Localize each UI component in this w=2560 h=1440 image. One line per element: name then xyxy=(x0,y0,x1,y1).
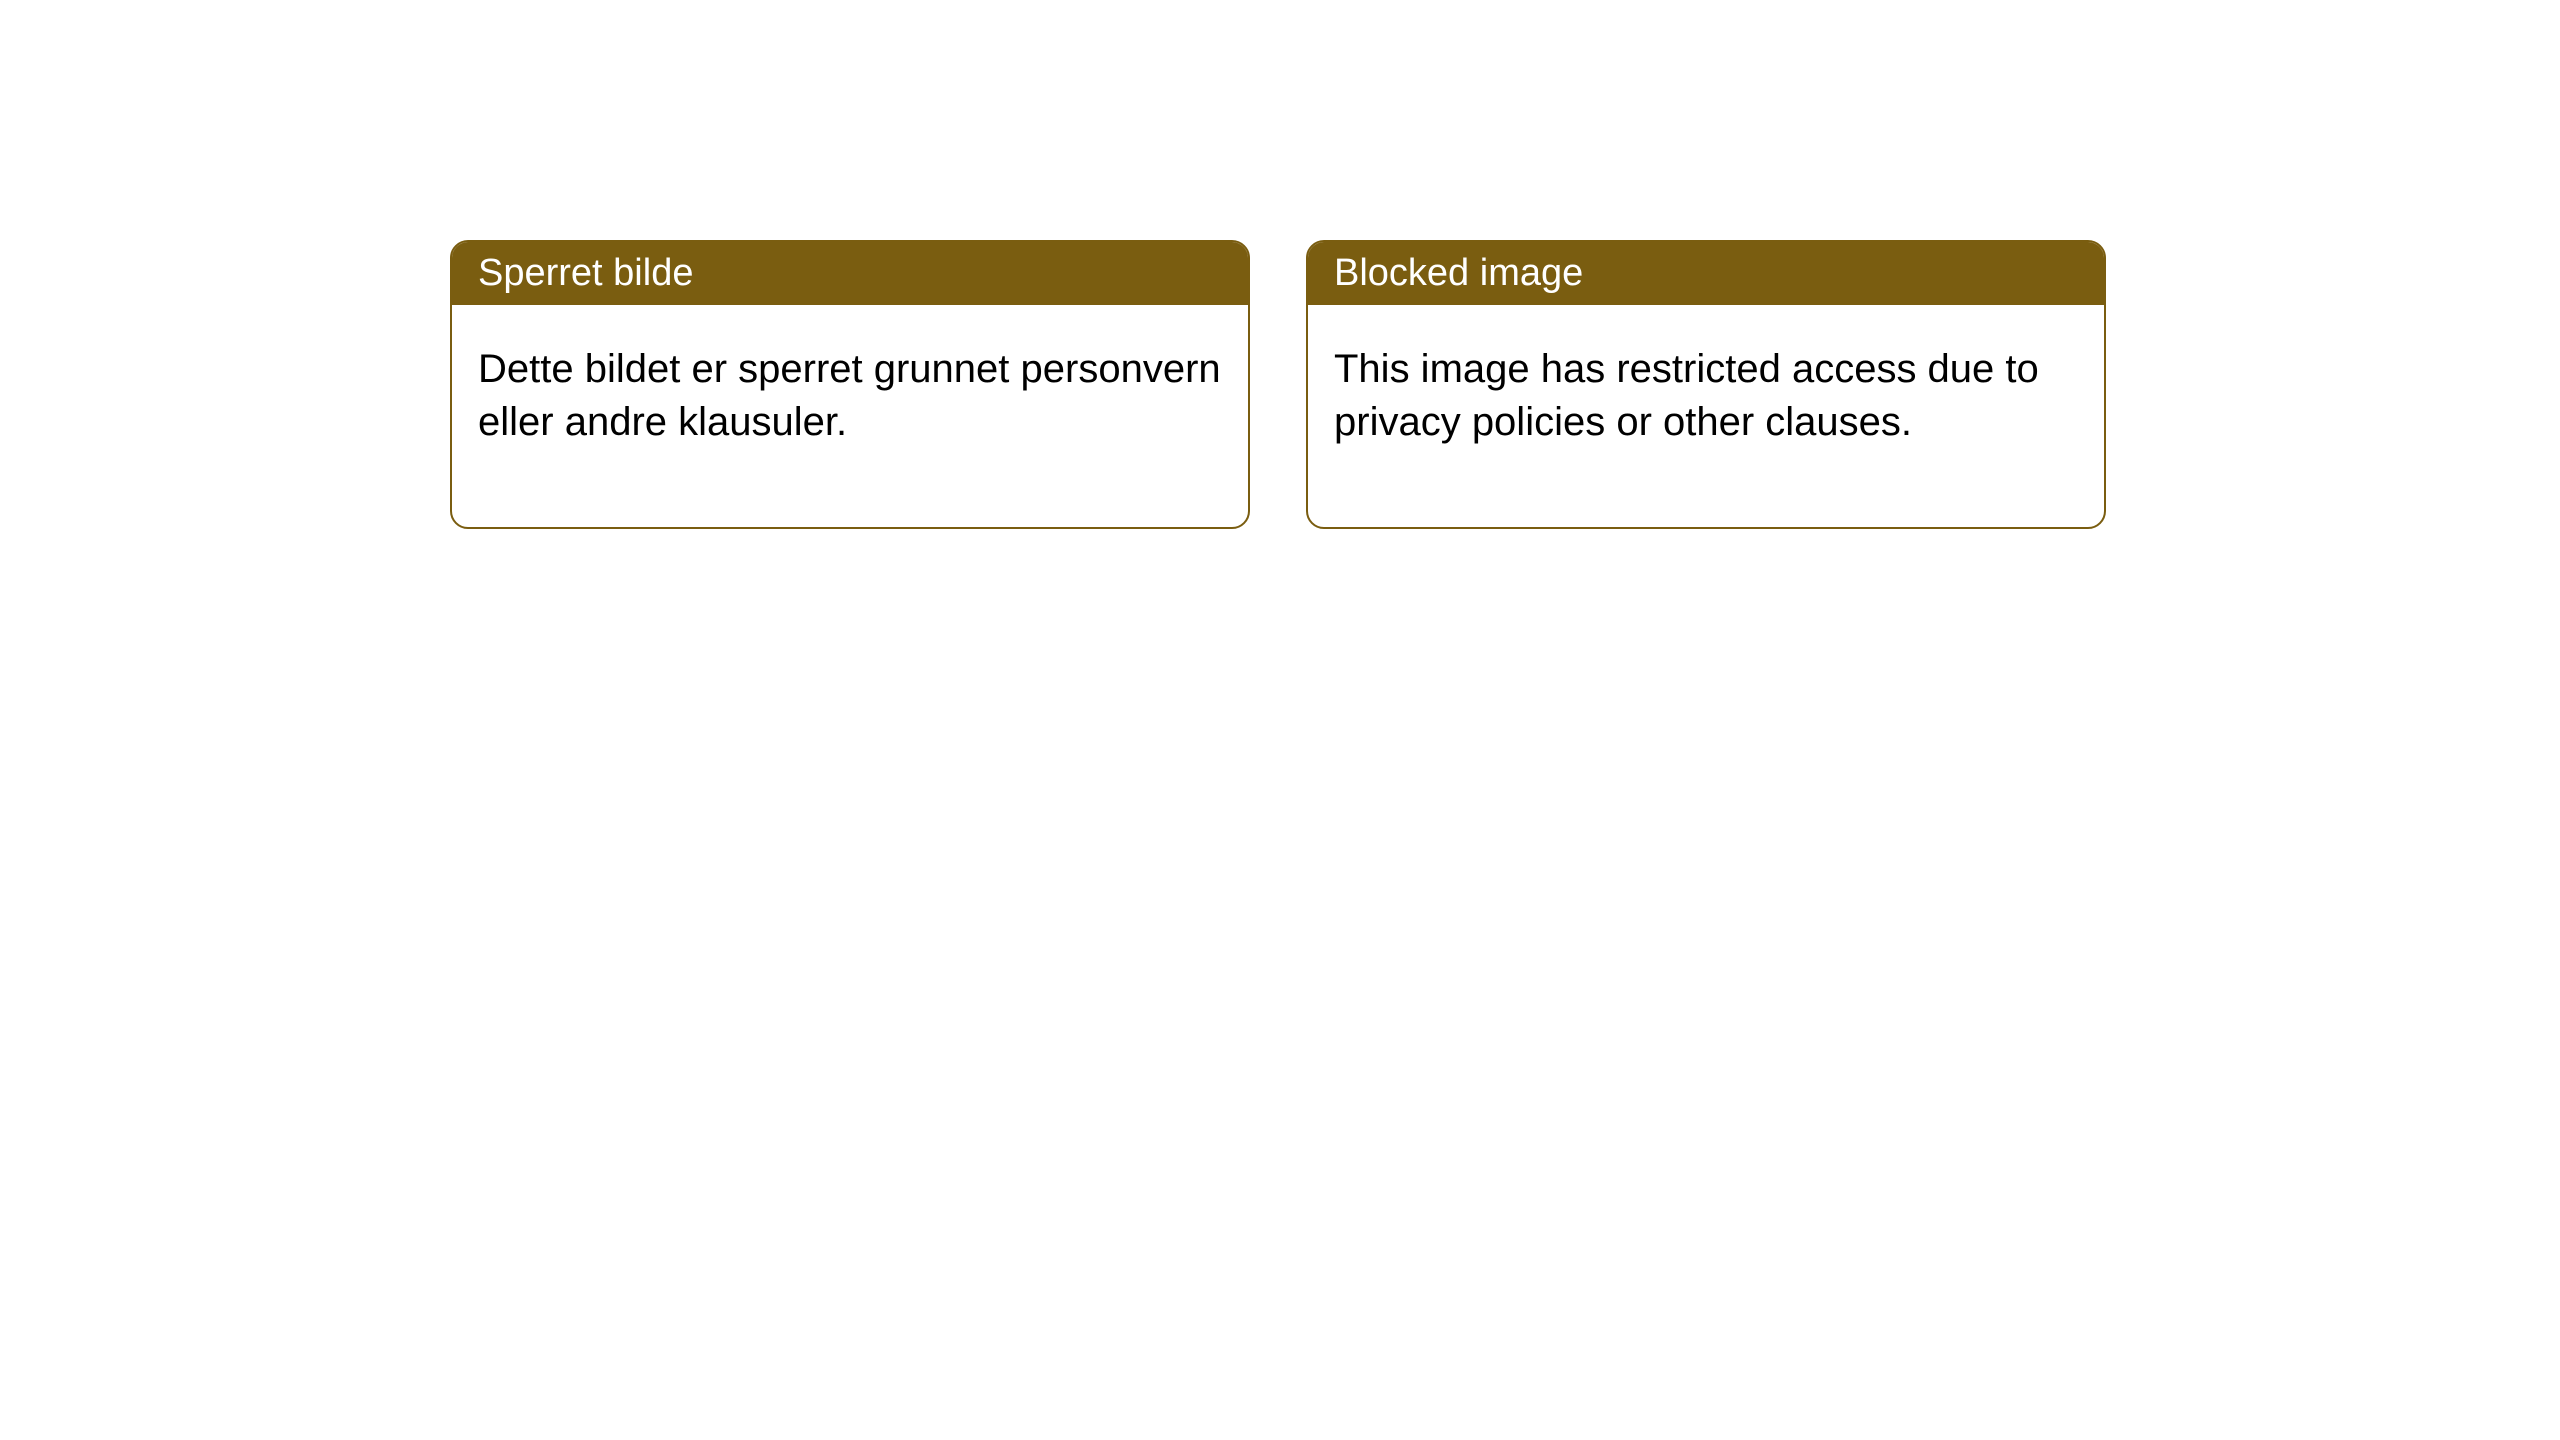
notice-title-norwegian: Sperret bilde xyxy=(452,242,1248,305)
notice-title-english: Blocked image xyxy=(1308,242,2104,305)
notice-body-norwegian: Dette bildet er sperret grunnet personve… xyxy=(452,305,1248,527)
notice-body-english: This image has restricted access due to … xyxy=(1308,305,2104,527)
notice-card-norwegian: Sperret bilde Dette bildet er sperret gr… xyxy=(450,240,1250,529)
notice-container: Sperret bilde Dette bildet er sperret gr… xyxy=(450,240,2106,529)
notice-card-english: Blocked image This image has restricted … xyxy=(1306,240,2106,529)
